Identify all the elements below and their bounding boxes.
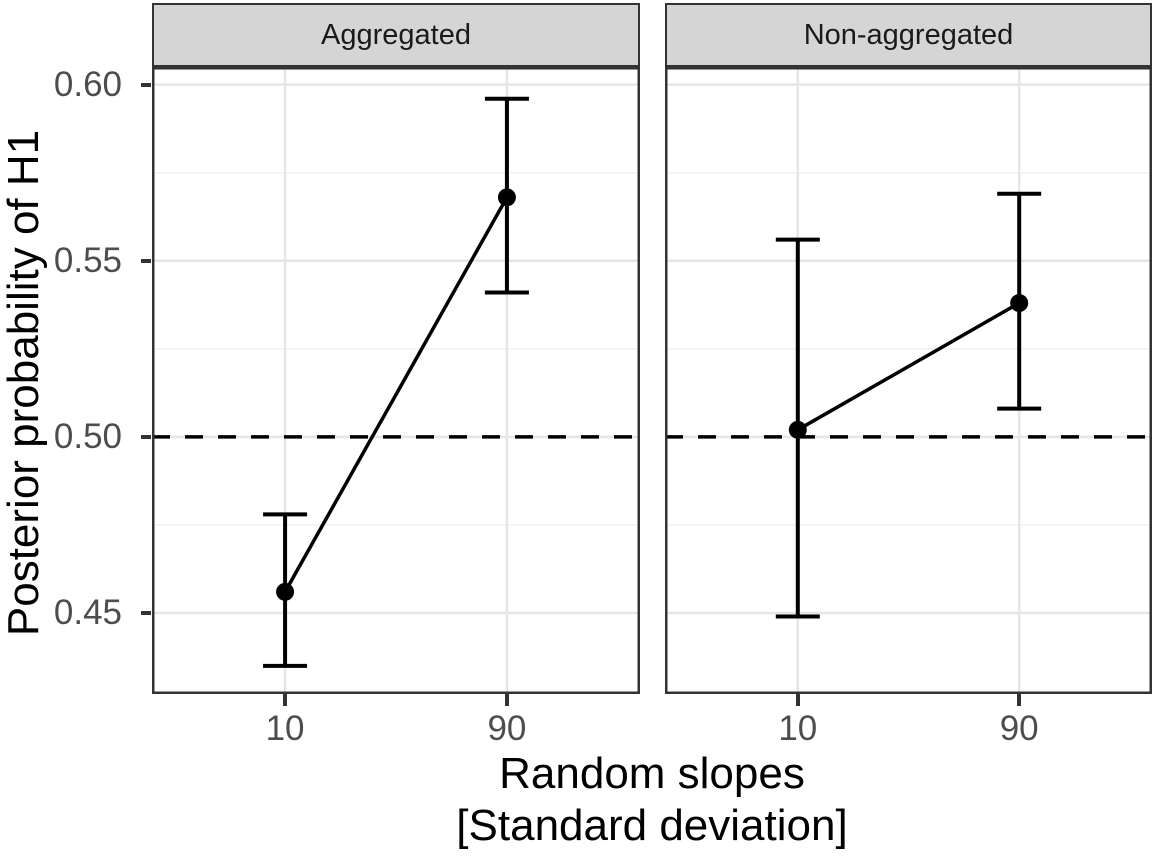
x-axis-title: Random slopes [Standard deviation] [152, 748, 1152, 852]
y-tick-label: 0.45 [53, 592, 122, 632]
y-tick-label: 0.60 [53, 64, 122, 104]
panel-aggregated [152, 67, 640, 694]
series-line [796, 301, 1021, 432]
panel-border [665, 67, 1152, 694]
x-tick-label: 10 [265, 709, 305, 748]
facet-strip: Aggregated [152, 3, 640, 67]
x-tick-mark [795, 694, 800, 706]
x-tick-mark [504, 694, 509, 706]
data-point [788, 420, 807, 439]
y-tick-mark [141, 434, 151, 439]
facet-strip-label: Aggregated [321, 18, 471, 51]
panel-border [152, 67, 640, 694]
y-tick-label: 0.50 [53, 416, 122, 456]
y-tick-mark [141, 258, 151, 263]
data-point [497, 188, 516, 207]
data-point [1010, 294, 1029, 313]
facet-strip-label: Non-aggregated [803, 18, 1014, 51]
x-axis-title-line2: [Standard deviation] [456, 801, 848, 850]
panel-non-aggregated [665, 67, 1152, 694]
series-line [283, 196, 509, 593]
panel-background [665, 67, 1152, 694]
y-axis-title: Posterior probability of H1 [0, 129, 48, 637]
x-tick-mark [283, 694, 288, 706]
y-tick-mark [141, 82, 151, 87]
x-axis-title-line1: Random slopes [499, 749, 805, 798]
x-tick-mark [1017, 694, 1022, 706]
x-tick-label: 10 [778, 709, 818, 748]
panel-background [152, 67, 640, 694]
x-tick-label: 90 [999, 709, 1039, 748]
x-tick-label: 90 [487, 709, 527, 748]
facet-strip: Non-aggregated [665, 3, 1152, 67]
y-tick-mark [141, 610, 151, 615]
data-point [276, 582, 295, 601]
y-tick-label: 0.55 [53, 240, 122, 280]
